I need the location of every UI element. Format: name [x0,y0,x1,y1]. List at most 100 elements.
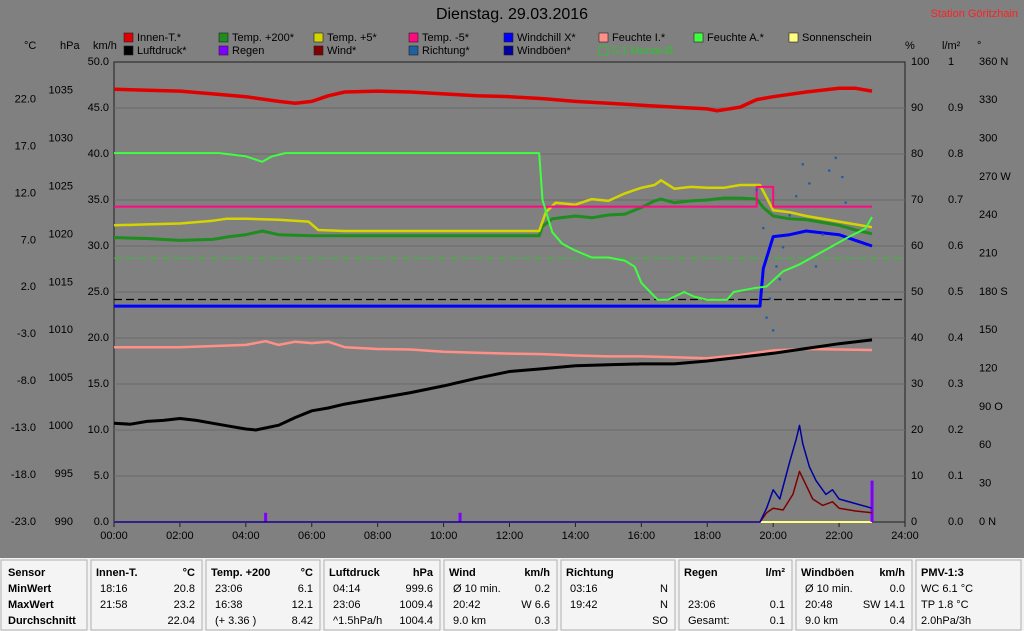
legend-label: Windböen* [517,45,572,57]
table-cell-group [560,559,676,631]
table-unit: hPa [413,567,434,579]
y-tick-label: 40.0 [88,148,109,160]
table-cell: 20:48 [805,599,833,611]
series-line [114,339,873,360]
x-tick-label: 08:00 [364,530,392,542]
y-tick-label: 90 O [979,401,1003,413]
table-cell: 0.1 [770,599,785,611]
table-cell: 0.0 [890,583,905,595]
legend-swatch [218,45,229,56]
y-tick-label: 50 [911,286,923,298]
table-header: Wind [449,567,476,579]
axis-label: °C [24,40,36,52]
y-tick-label: 20.0 [88,332,109,344]
table-cell: 21:58 [100,599,128,611]
y-tick-label: 7.0 [21,234,36,246]
table-cell: 20.8 [174,583,195,595]
legend-swatch [788,32,799,43]
table-cell: Ø 10 min. [805,583,853,595]
x-tick-label: 20:00 [759,530,787,542]
y-tick-label: -3.0 [17,328,36,340]
x-tick-label: 04:00 [232,530,260,542]
table-header: Windböen [801,567,854,579]
row-label: MaxWert [8,599,54,611]
y-tick-label: 995 [55,468,73,480]
y-tick-label: 300 [979,133,997,145]
y-tick-label: 0.6 [948,240,963,252]
table-cell: TP 1.8 °C [921,599,969,611]
table-header: Temp. +200 [211,567,270,579]
direction-point [834,156,838,160]
axis-label: ° [977,40,981,52]
direction-point [761,226,765,230]
legend-label: Temp. +200* [232,32,295,44]
y-tick-label: -8.0 [17,375,36,387]
y-tick-label: 12.0 [15,187,36,199]
y-tick-label: 70 [911,194,923,206]
y-tick-label: 180 S [979,286,1008,298]
chart-title: Dienstag. 29.03.2016 [436,6,588,23]
y-tick-label: 0.0 [948,516,963,528]
table-cell-group [678,559,793,631]
axis-label: hPa [60,40,80,52]
direction-point [821,233,824,236]
table-cell: 23:06 [215,583,243,595]
table-cell: Gesamt: [688,615,730,627]
table-cell-group [323,559,441,631]
direction-point [841,175,844,179]
x-tick-label: 14:00 [562,530,590,542]
series-line [113,338,873,432]
table-header: PMV-1:3 [921,567,964,579]
y-tick-label: 0.7 [948,194,963,206]
series-line [114,424,873,523]
legend-swatch [598,45,609,56]
y-tick-label: 45.0 [88,102,109,114]
table-cell: W 6.6 [521,599,550,611]
y-tick-label: 40 [911,332,923,344]
legend-label: Sonnenschein [802,32,872,44]
rain-bar [264,512,268,522]
direction-point [788,214,791,217]
series-line [113,179,873,233]
y-tick-label: 0.9 [948,102,963,114]
axis-label: % [905,40,915,52]
x-tick-label: 00:00 [100,530,128,542]
y-tick-label: -18.0 [11,469,36,481]
x-tick-label: 12:00 [496,530,524,542]
table-cell: 04:14 [333,583,361,595]
y-tick-label: 360 N [979,56,1008,68]
y-tick-label: 990 [55,516,73,528]
table-cell: SO [652,615,668,627]
y-tick-label: 90 [911,102,923,114]
legend-label: Feuchte I.* [612,32,666,44]
y-tick-label: 1035 [49,85,73,97]
legend-swatch [313,45,324,56]
direction-point [755,188,758,192]
table-header: Richtung [566,567,614,579]
direction-point [768,297,772,300]
table-cell: 8.42 [292,615,313,627]
legend-swatch [408,45,419,56]
table-unit: km/h [879,567,905,579]
legend-swatch [408,32,419,43]
y-tick-label: 0 N [979,516,996,528]
table-cell: 999.6 [405,583,433,595]
legend-label: Wind* [327,45,357,57]
legend-label: Regen [232,45,264,57]
table-cell: WC 6.1 °C [921,583,973,595]
y-tick-label: 1030 [49,133,73,145]
legend-swatch [123,45,134,56]
direction-point [844,201,847,204]
direction-point [808,182,811,185]
table-cell: 1009.4 [399,599,433,611]
table-unit: °C [301,567,313,579]
table-cell: 0.4 [890,615,905,627]
table-header: Sensor [8,567,46,579]
x-tick-label: 22:00 [825,530,853,542]
table-cell: N [660,583,668,595]
series-line [113,86,873,113]
y-tick-label: 60 [911,240,923,252]
legend-label: 5.1 Monat-Ø [612,45,674,57]
direction-point [827,169,831,172]
y-tick-label: 100 [911,56,929,68]
